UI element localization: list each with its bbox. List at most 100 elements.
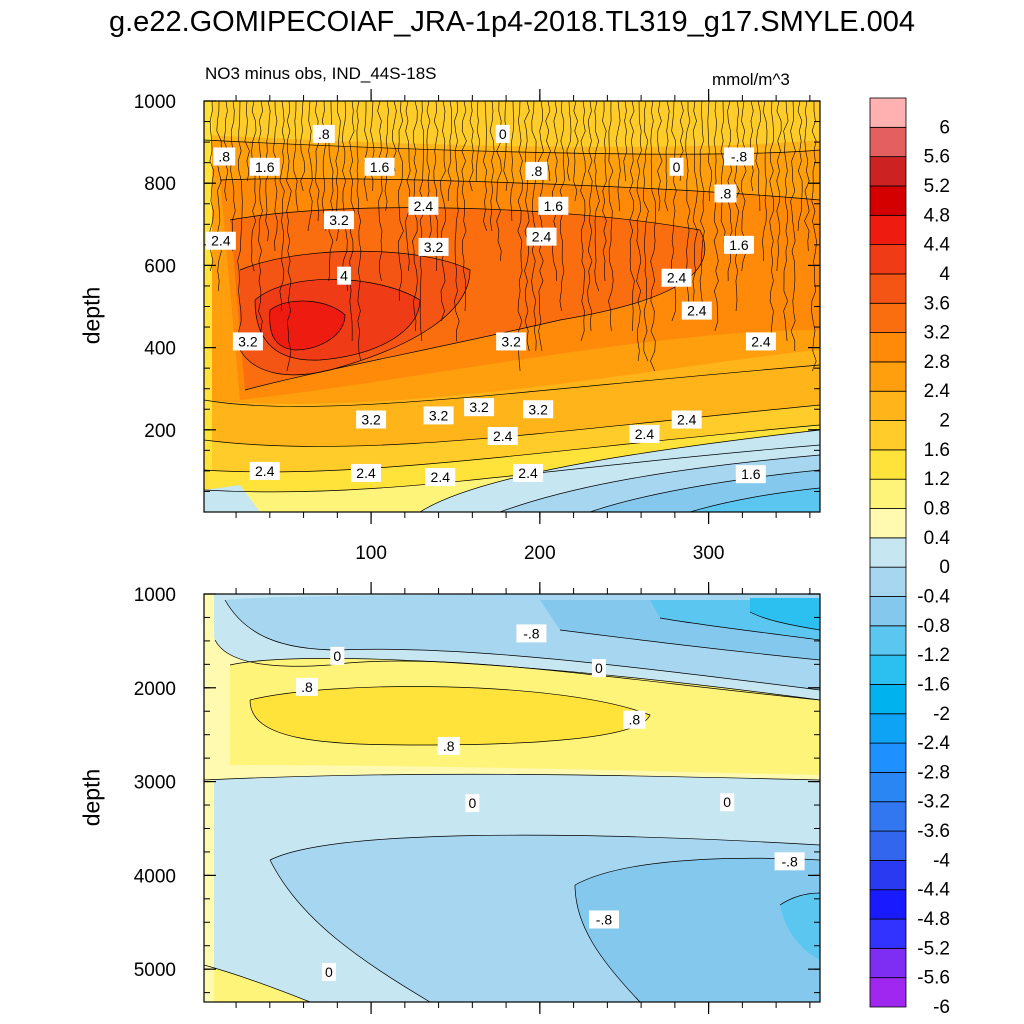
top-contour-label: 3.2 <box>523 400 554 419</box>
colorbar-label: -2 <box>933 704 950 725</box>
bottom-ytick-label: 3000 <box>134 773 176 794</box>
colorbar-swatch <box>869 390 907 421</box>
colorbar-label: 3.6 <box>924 293 950 314</box>
colorbar-label: -4.4 <box>917 880 950 901</box>
svg-text:-.8: -.8 <box>781 853 798 869</box>
top-contour-line <box>216 101 222 292</box>
top-contour-line <box>370 101 375 192</box>
top-contour-line <box>517 101 523 372</box>
top-contour-label: 2.4 <box>681 301 712 320</box>
colorbar-label: 2.8 <box>924 352 950 373</box>
colorbar-swatch <box>869 713 907 744</box>
top-contour-line <box>623 101 628 182</box>
colorbar-swatch <box>869 889 907 920</box>
top-contour-line <box>251 101 257 272</box>
bottom-ytick-label: 2000 <box>134 679 176 700</box>
top-contour-line <box>797 101 803 232</box>
colorbar-label: -3.2 <box>917 792 950 813</box>
top-contour-line <box>321 101 327 232</box>
svg-text:0: 0 <box>333 648 341 664</box>
colorbar-swatch <box>869 947 907 979</box>
colorbar-label: -1.6 <box>917 674 950 695</box>
top-contour-line <box>307 101 313 232</box>
top-contour-line <box>720 101 726 252</box>
top-contour-label: 2.4 <box>629 424 660 443</box>
top-contour-label: 2.4 <box>526 227 557 246</box>
svg-text:2.4: 2.4 <box>635 426 655 442</box>
colorbar-swatch <box>869 302 907 333</box>
top-contour-line <box>531 101 537 352</box>
top-contour-line <box>713 101 719 332</box>
top-contour-label: .8 <box>525 161 548 180</box>
colorbar-swatch <box>869 566 907 597</box>
top-contour-line <box>286 101 292 372</box>
bottom-ytick-label: 4000 <box>134 866 176 887</box>
svg-text:2.4: 2.4 <box>211 233 231 249</box>
svg-text:0: 0 <box>325 964 333 980</box>
top-contour-label: 3.2 <box>324 211 355 230</box>
bottom-panel-field <box>204 594 820 1002</box>
colorbar-swatch <box>869 801 907 832</box>
svg-text:2.4: 2.4 <box>493 428 513 444</box>
top-contour-label: .8 <box>312 124 335 143</box>
top-contour-line <box>412 101 418 332</box>
top-contour-label: 1.6 <box>735 465 766 484</box>
top-contour-label: 2.4 <box>408 196 439 215</box>
top-contour-line <box>426 101 432 242</box>
top-contour-line <box>594 101 600 292</box>
top-contour-line <box>657 101 663 212</box>
top-contour-label: 1.6 <box>364 157 395 176</box>
top-contour-line <box>405 101 411 272</box>
top-contour-line <box>707 101 712 202</box>
colorbar-label: 5.6 <box>924 147 950 168</box>
bottom-ytick-label: 1000 <box>134 585 176 606</box>
colorbar-swatch <box>869 126 907 158</box>
colorbar-swatch <box>869 772 907 803</box>
top-contour-line <box>790 101 796 351</box>
top-contour-line <box>769 101 775 352</box>
svg-text:-.8: -.8 <box>523 625 540 641</box>
top-contour-label: 1.6 <box>249 157 280 176</box>
colorbar-label: -0.4 <box>917 586 950 607</box>
top-contour-label: 2.4 <box>513 463 544 482</box>
top-xtick-label: 200 <box>524 543 556 564</box>
top-contour-line <box>475 101 481 182</box>
top-contour-label: 2.4 <box>205 231 236 250</box>
top-contour-line <box>384 101 389 212</box>
colorbar-swatch <box>869 859 907 891</box>
colorbar-label: 2.4 <box>924 381 951 402</box>
svg-text:2.4: 2.4 <box>751 333 771 349</box>
top-ytick-label: 400 <box>144 339 176 360</box>
top-contour-line <box>377 101 383 282</box>
colorbar-swatch <box>869 185 907 216</box>
top-contour-line <box>230 101 236 252</box>
top-contour-line <box>538 101 544 352</box>
top-contour-label: 2.4 <box>351 463 382 482</box>
top-contour-line <box>776 101 782 272</box>
top-contour-label: 2.4 <box>745 332 776 351</box>
top-xtick-label: 100 <box>355 543 387 564</box>
top-ytick-label: 1000 <box>134 92 176 113</box>
top-contour-line <box>762 101 768 262</box>
top-contour-line <box>692 101 698 302</box>
colorbar-label: 4.4 <box>924 235 951 256</box>
top-contour-line <box>503 101 508 192</box>
colorbar-label: 0 <box>939 557 950 578</box>
top-contour-line <box>524 101 530 352</box>
top-contour-label: .8 <box>714 184 737 203</box>
top-contour-line <box>608 101 614 332</box>
svg-text:.8: .8 <box>629 712 641 728</box>
svg-text:4: 4 <box>340 268 348 284</box>
top-contour-line <box>615 101 621 212</box>
top-contour-line <box>804 101 810 252</box>
top-ytick-label: 600 <box>144 256 176 277</box>
top-contour-label: 1.6 <box>538 196 569 215</box>
top-contour-label: 3.2 <box>496 332 527 351</box>
bottom-contour-label: -.8 <box>588 910 619 929</box>
top-contour-label: 2.4 <box>487 426 518 445</box>
colorbar-swatch <box>869 684 907 715</box>
svg-text:.8: .8 <box>318 126 330 142</box>
top-contour-line <box>580 101 586 342</box>
top-contour-line <box>783 101 789 342</box>
